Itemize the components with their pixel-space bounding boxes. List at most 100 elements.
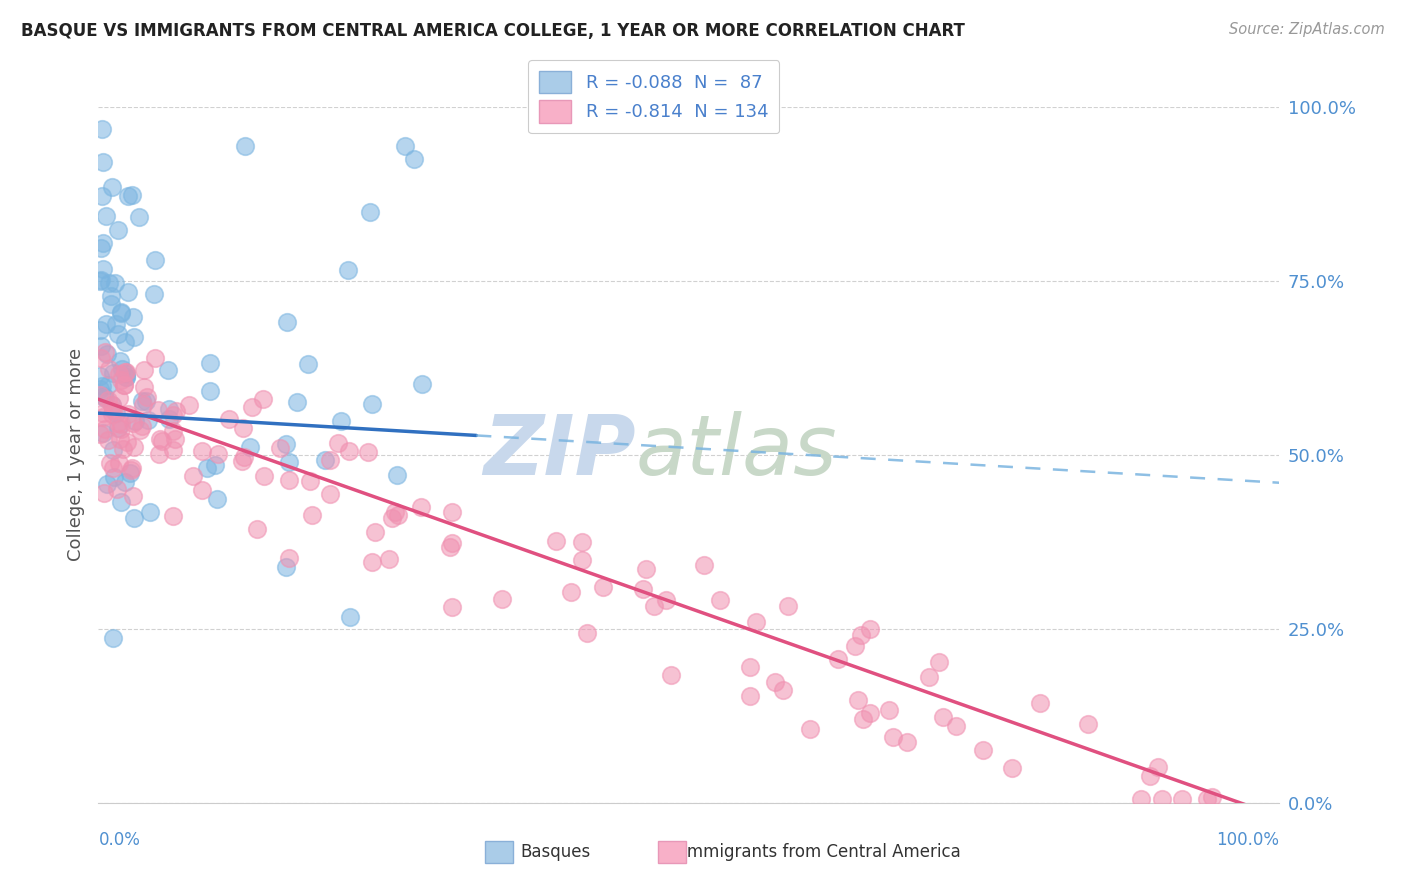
Point: [94, 344, 117, 359]
Point: [364, 524, 387, 539]
Point: [745, 615, 768, 629]
Point: [631, 582, 654, 596]
Point: [97, 362, 120, 376]
Point: [191, 443, 214, 458]
Point: [231, 454, 253, 468]
Point: [634, 562, 657, 576]
Point: [94, 210, 117, 224]
Point: [319, 486, 342, 500]
Point: [207, 447, 229, 461]
Point: [114, 475, 136, 490]
Point: [239, 440, 262, 454]
Point: [1001, 762, 1024, 776]
Point: [378, 552, 401, 566]
Point: [100, 456, 122, 470]
Point: [162, 443, 184, 458]
Point: [107, 416, 129, 430]
Point: [233, 139, 256, 153]
Point: [799, 723, 821, 737]
Point: [128, 210, 150, 224]
Point: [387, 468, 409, 483]
Point: [858, 622, 880, 636]
Point: [1201, 790, 1223, 805]
Point: [110, 417, 132, 431]
Point: [101, 398, 124, 412]
Text: BASQUE VS IMMIGRANTS FROM CENTRAL AMERICA COLLEGE, 1 YEAR OR MORE CORRELATION CH: BASQUE VS IMMIGRANTS FROM CENTRAL AMERIC…: [21, 22, 965, 40]
Point: [122, 489, 145, 503]
Point: [101, 367, 124, 381]
Point: [859, 706, 882, 720]
Point: [97, 433, 120, 447]
Point: [91, 409, 114, 424]
Point: [146, 402, 169, 417]
Point: [121, 188, 143, 202]
Point: [440, 505, 463, 519]
Point: [1146, 760, 1168, 774]
Point: [232, 421, 254, 435]
Point: [198, 384, 221, 399]
Point: [91, 154, 114, 169]
Point: [135, 393, 157, 408]
Point: [776, 599, 799, 613]
Point: [337, 443, 360, 458]
Point: [108, 368, 131, 382]
Point: [131, 418, 153, 433]
Point: [89, 387, 111, 401]
Point: [357, 445, 380, 459]
Point: [121, 460, 143, 475]
Point: [110, 422, 132, 436]
Point: [107, 421, 129, 435]
Point: [1139, 768, 1161, 782]
Text: 0.0%: 0.0%: [98, 830, 141, 848]
Point: [1129, 792, 1152, 806]
Point: [131, 398, 153, 412]
Point: [298, 474, 321, 488]
Point: [571, 553, 593, 567]
Point: [114, 365, 136, 379]
Point: [337, 263, 360, 277]
Point: [1170, 792, 1192, 806]
Point: [89, 427, 111, 442]
Point: [110, 305, 132, 319]
Point: [179, 399, 201, 413]
Point: [89, 323, 111, 337]
Point: [89, 368, 111, 383]
Point: [114, 369, 136, 384]
Point: [232, 450, 254, 465]
Point: [896, 734, 918, 748]
Point: [191, 483, 214, 497]
Point: [277, 474, 299, 488]
Point: [440, 599, 463, 614]
Point: [107, 223, 129, 237]
Point: [252, 469, 274, 483]
Point: [571, 535, 593, 549]
Point: [440, 535, 463, 549]
Point: [150, 434, 173, 449]
Point: [117, 435, 139, 450]
Point: [763, 675, 786, 690]
Point: [491, 591, 513, 606]
Point: [120, 463, 142, 477]
Point: [115, 368, 138, 382]
Point: [108, 391, 131, 405]
Point: [110, 373, 132, 387]
Point: [269, 441, 291, 455]
Point: [411, 377, 433, 392]
Point: [105, 482, 128, 496]
Point: [276, 315, 298, 329]
Point: [108, 456, 131, 470]
Point: [103, 276, 125, 290]
Point: [162, 508, 184, 523]
Point: [218, 411, 240, 425]
Point: [394, 139, 416, 153]
Point: [117, 188, 139, 202]
Point: [1029, 696, 1052, 710]
Point: [301, 508, 323, 523]
Point: [361, 397, 384, 411]
Point: [90, 122, 112, 136]
Point: [143, 287, 166, 301]
Point: [122, 511, 145, 525]
Point: [96, 347, 118, 361]
Legend: R = -0.088  N =  87, R = -0.814  N = 134: R = -0.088 N = 87, R = -0.814 N = 134: [527, 61, 779, 133]
Point: [101, 402, 124, 417]
